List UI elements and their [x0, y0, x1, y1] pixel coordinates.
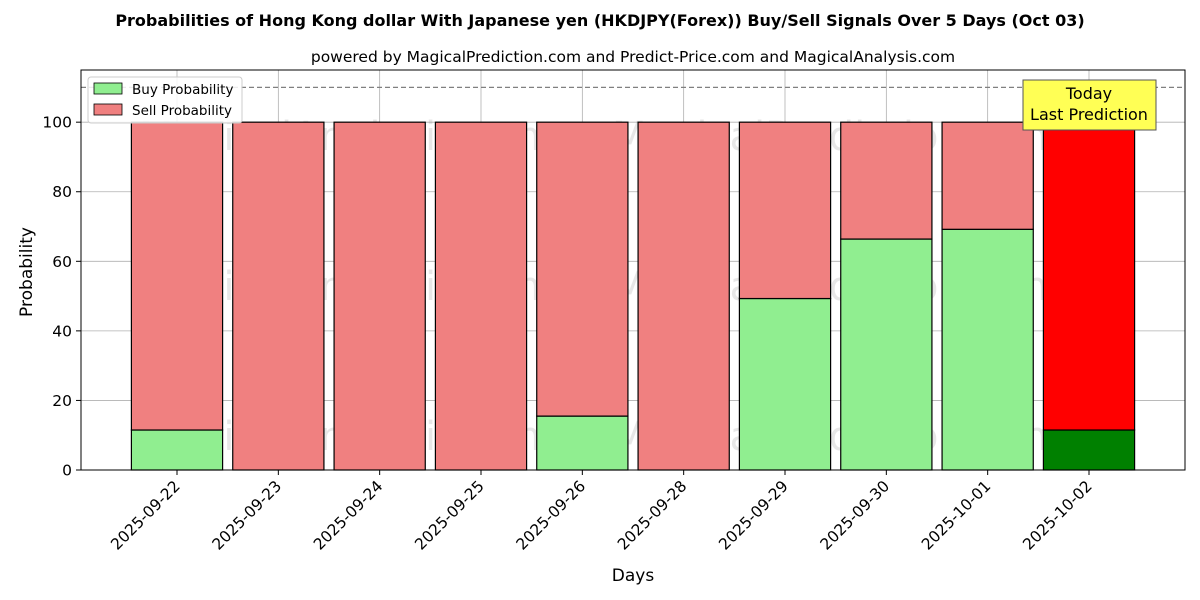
- annotation-box: [1022, 79, 1157, 131]
- legend-label-buy: Buy Probability: [132, 82, 233, 98]
- y-tick-label: 20: [52, 392, 72, 410]
- chart-subtitle: powered by MagicalPrediction.com and Pre…: [311, 48, 955, 66]
- annotation-line-last-prediction: Last Prediction: [1030, 105, 1148, 124]
- buy-bar: [840, 238, 933, 471]
- x-tick-label: 2025-10-02: [1019, 477, 1095, 553]
- sell-bar: [232, 121, 325, 471]
- sell-bar: [637, 121, 730, 471]
- chart-title: Probabilities of Hong Kong dollar With J…: [115, 11, 1084, 30]
- x-tick-label: 2025-09-22: [107, 477, 183, 553]
- legend-swatch-buy: [93, 82, 123, 95]
- x-tick-label: 2025-09-29: [715, 477, 791, 553]
- legend-label-sell: Sell Probability: [132, 103, 232, 119]
- sell-bar: [434, 121, 528, 471]
- sell-bar: [840, 121, 933, 240]
- buy-bar: [536, 415, 629, 471]
- legend-box: [87, 76, 243, 124]
- x-tick-label: 2025-10-01: [918, 477, 994, 553]
- y-tick-label: 0: [62, 462, 72, 480]
- sell-bar: [1042, 121, 1136, 431]
- sell-bar: [130, 121, 224, 431]
- plot-frame: [80, 69, 1186, 471]
- buy-bar: [130, 429, 224, 471]
- legend: Buy Probability Sell Probability: [87, 76, 243, 124]
- y-tick-label: 60: [52, 253, 72, 271]
- x-tick-label: 2025-09-26: [513, 477, 589, 553]
- legend-swatch-sell: [93, 103, 123, 116]
- sell-bar: [941, 121, 1034, 230]
- x-tick-label: 2025-09-25: [411, 477, 487, 553]
- x-tick-label: 2025-09-24: [310, 477, 386, 553]
- y-tick-label: 80: [52, 183, 72, 201]
- y-tick-label: 40: [52, 322, 72, 340]
- x-tick-label: 2025-09-28: [614, 477, 690, 553]
- buy-bar: [941, 228, 1034, 471]
- sell-bar: [536, 121, 629, 417]
- x-tick-label: 2025-09-23: [209, 477, 285, 553]
- x-tick-label: 2025-09-30: [817, 477, 893, 553]
- buy-bar: [738, 297, 832, 471]
- today-annotation: Today Last Prediction: [1022, 79, 1157, 131]
- sell-bar: [738, 121, 832, 300]
- sell-bar: [333, 121, 426, 471]
- buy-bar: [1042, 429, 1136, 471]
- y-tick-label: 100: [42, 114, 72, 132]
- x-axis-label: Days: [612, 566, 655, 586]
- y-axis-label: Probability: [17, 227, 37, 317]
- bars: [130, 121, 1136, 471]
- annotation-line-today: Today: [1065, 84, 1112, 103]
